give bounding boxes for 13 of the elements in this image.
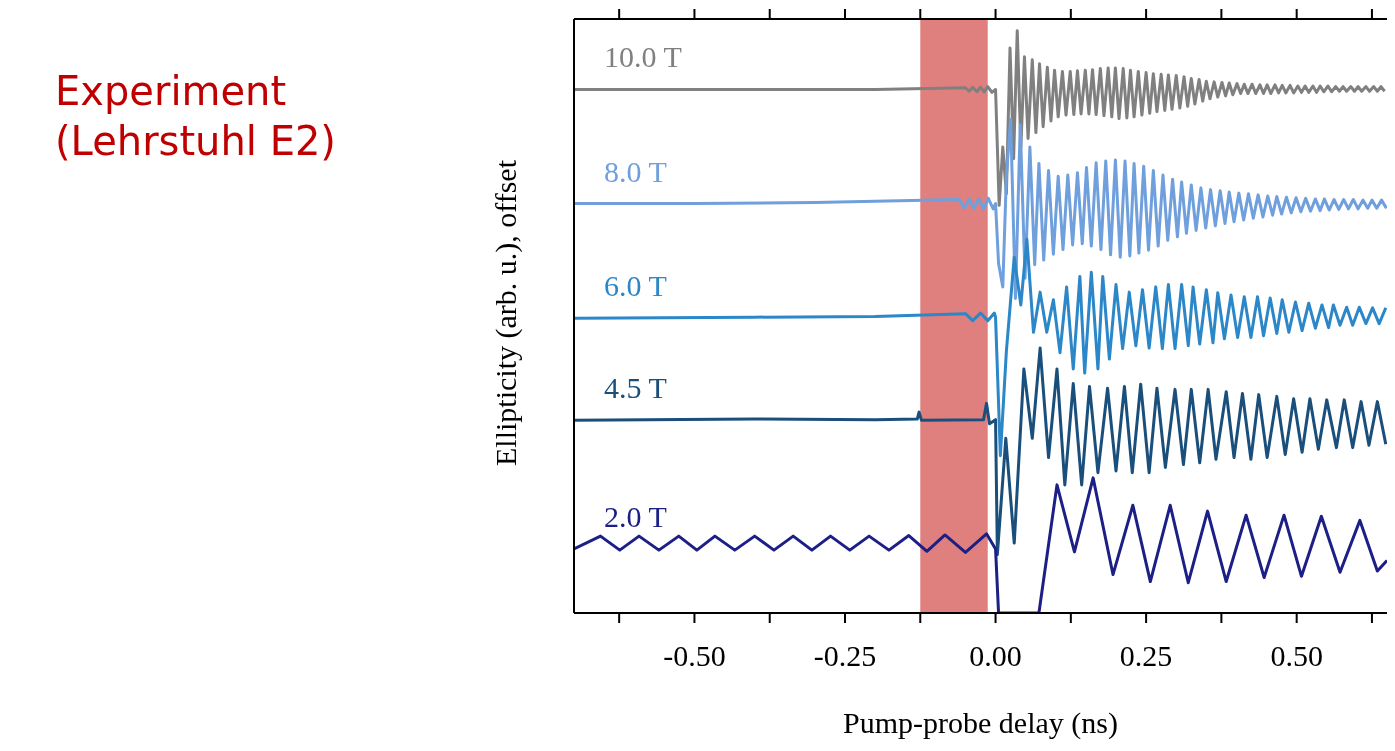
x-axis-title: Pump-probe delay (ns) [843, 706, 1118, 740]
series-label: 6.0 T [604, 269, 667, 303]
series-label: 10.0 T [604, 40, 682, 74]
x-tick-label: 0.50 [1270, 639, 1323, 673]
series-label: 4.5 T [604, 371, 667, 405]
x-tick-label: 0.25 [1119, 639, 1173, 673]
x-tick-label: 0.00 [969, 639, 1022, 673]
x-tick-label: -0.50 [663, 639, 726, 673]
x-tick-label: -0.25 [813, 639, 877, 673]
series-label: 2.0 T [604, 499, 667, 533]
series-label: 8.0 T [604, 154, 667, 188]
y-axis-title: Ellipticity (arb. u.), offset [489, 159, 523, 467]
text: Experiment (Lehrstuhl E2) [55, 67, 337, 166]
